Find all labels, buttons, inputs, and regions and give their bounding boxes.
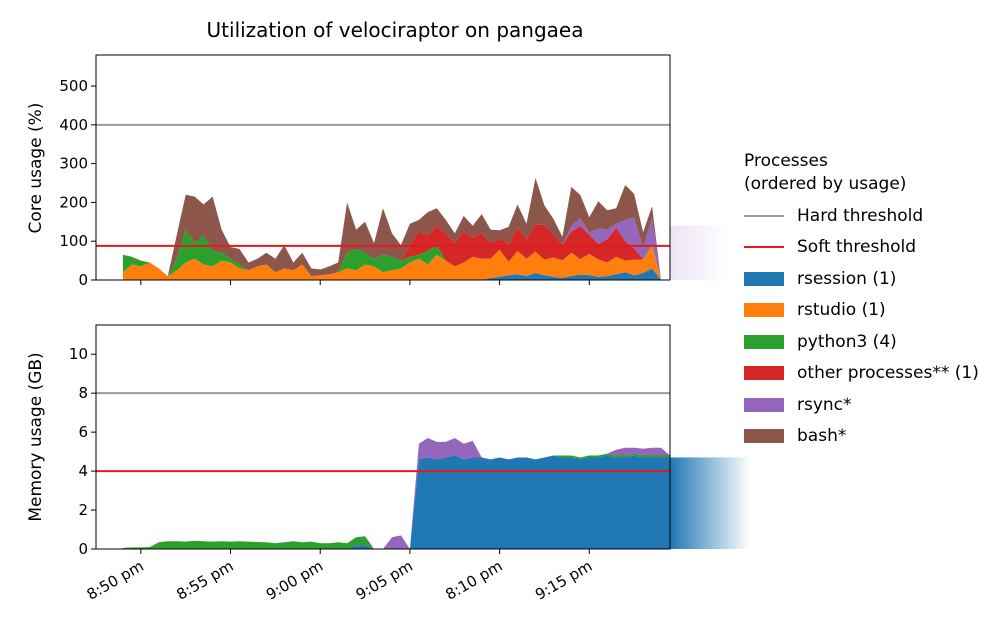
core-usage-axis-label: Core usage (%)	[26, 103, 46, 234]
chart-title: Utilization of velociraptor on pangaea	[207, 18, 584, 42]
x-tick-label: 8:10 pm	[442, 557, 505, 604]
legend-title-line2: (ordered by usage)	[744, 174, 907, 194]
y-tick-label: 6	[78, 423, 88, 441]
plot-frame	[95, 54, 671, 281]
legend-item: rsync*	[744, 389, 1000, 421]
x-tick-label: 9:05 pm	[353, 557, 416, 604]
fade-mask	[670, 225, 730, 280]
legend-swatch	[744, 214, 784, 217]
y-tick-label: 8	[78, 384, 88, 402]
x-tick-labels: 8:50 pm 8:55 pm 9:00 pm 9:05 pm 8:10 pm 9:15 …	[84, 557, 596, 604]
core-usage-panel: 0 100 200 300 400 500	[59, 54, 730, 289]
legend-item: rsession (1)	[744, 263, 1000, 295]
legend-item: rstudio (1)	[744, 295, 1000, 327]
legend-label: Hard threshold	[797, 205, 924, 226]
y-tick-label: 400	[59, 116, 88, 134]
y-tick-label: 100	[59, 232, 88, 250]
legend-item: Hard threshold	[744, 200, 1000, 232]
legend-item: python3 (4)	[744, 326, 1000, 358]
x-tick-label: 8:50 pm	[84, 557, 147, 604]
area-rsession	[122, 268, 661, 280]
y-tick-label: 0	[78, 271, 88, 289]
fade-region	[670, 457, 750, 549]
legend-swatch	[744, 246, 784, 249]
legend-swatch	[744, 271, 784, 286]
x-tick-label: 9:00 pm	[263, 557, 326, 604]
legend-label: python3 (4)	[797, 331, 897, 352]
y-tick-label: 10	[69, 345, 88, 363]
legend-label: rsync*	[797, 394, 852, 415]
y-tick-label: 200	[59, 193, 88, 211]
memory-usage-panel: 0 2 4 6 8 10	[69, 324, 750, 558]
legend-label: rsession (1)	[797, 268, 897, 289]
y-tick-label: 2	[78, 501, 88, 519]
x-tick-label: 9:15 pm	[532, 557, 595, 604]
legend-item: bash*	[744, 421, 1000, 453]
legend-item: Soft threshold	[744, 232, 1000, 264]
legend: Processes (ordered by usage) Hard thresh…	[744, 150, 1000, 452]
area-bash	[122, 178, 661, 280]
legend-swatch	[744, 303, 784, 318]
memory-usage-axis-label: Memory usage (GB)	[26, 352, 46, 521]
y-tick-label: 4	[78, 462, 88, 480]
legend-swatch	[744, 429, 784, 444]
area-rstudio	[122, 245, 661, 280]
plot-frame	[95, 324, 671, 550]
legend-swatch	[744, 334, 784, 349]
legend-label: Soft threshold	[797, 237, 917, 258]
legend-item: other processes** (1)	[744, 358, 1000, 390]
area-rsession	[122, 455, 670, 549]
y-tick-label: 0	[78, 540, 88, 558]
area-python3	[122, 229, 661, 280]
legend-title-line1: Processes	[744, 151, 828, 171]
y-tick-label: 300	[59, 155, 88, 173]
legend-title: Processes (ordered by usage)	[744, 150, 1000, 196]
x-tick-label: 8:55 pm	[173, 557, 236, 604]
legend-swatch	[744, 366, 784, 381]
area-other	[122, 224, 661, 280]
legend-label: bash*	[797, 426, 847, 447]
legend-label: other processes** (1)	[797, 363, 979, 384]
legend-label: rstudio (1)	[797, 300, 886, 321]
legend-swatch	[744, 397, 784, 412]
y-tick-label: 500	[59, 77, 88, 95]
legend-items: Hard threshold Soft threshold rsession (1)…	[744, 200, 1000, 452]
